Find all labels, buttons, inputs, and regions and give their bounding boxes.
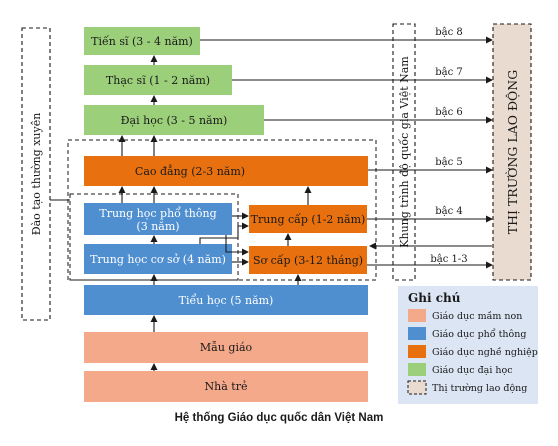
tien-si-label: Tiến sĩ (3 - 4 năm)	[91, 35, 193, 48]
tien-si-box	[84, 27, 200, 55]
thcs-to-trung-cap-arrow	[199, 222, 249, 244]
legend-swatch-preschool	[408, 309, 426, 322]
thpt-label-line1: Trung học phổ thông	[99, 207, 216, 220]
legend-item-labor: Thị trường lao động	[432, 383, 527, 394]
tieu-hoc-box	[84, 285, 368, 315]
thac-si-label: Thạc sĩ (1 - 2 năm)	[106, 74, 210, 87]
level-bac5: bậc 5	[435, 157, 463, 168]
so-cap-label: Sơ cấp (3-12 tháng)	[253, 254, 363, 267]
legend: Ghi chú Giáo dục mầm non Giáo dục phổ th…	[398, 286, 538, 404]
thac-si-box	[84, 65, 232, 95]
level-bac6: bậc 6	[435, 107, 463, 118]
thpt-box	[84, 203, 232, 235]
legend-item-vocational: Giáo dục nghề nghiệp	[432, 347, 538, 358]
cao-dang-box	[84, 156, 368, 186]
thcs-label: Trung học cơ sở (4 năm)	[90, 253, 226, 266]
nha-tre-box	[84, 371, 368, 402]
legend-item-university: Giáo dục đại học	[432, 365, 513, 376]
thpt-label-line2: (3 năm)	[136, 220, 179, 233]
thcs-box	[84, 244, 232, 274]
legend-item-preschool: Giáo dục mầm non	[432, 311, 522, 322]
dai-hoc-box	[84, 105, 264, 135]
labor-market-box	[492, 23, 532, 281]
national-framework-frame	[392, 23, 416, 281]
legend-swatch-university	[408, 363, 426, 376]
national-framework-label: Khung trình độ quốc gia Việt Nam	[398, 56, 411, 248]
cao-dang-label: Cao đẳng (2-3 năm)	[135, 164, 245, 178]
level-bac7: bậc 7	[435, 67, 463, 78]
thpt-to-so-cap-arrow	[225, 235, 249, 256]
legend-swatch-general	[408, 327, 426, 340]
trung-cap-label: Trung cấp (1-2 năm)	[251, 213, 366, 226]
labor-market-label: THỊ TRƯỜNG LAO ĐỘNG	[504, 70, 520, 234]
so-cap-box	[249, 246, 367, 274]
level-bac4: bậc 4	[435, 206, 463, 217]
diagram-caption: Hệ thống Giáo dục quốc dân Việt Nam	[175, 412, 384, 424]
legend-title: Ghi chú	[408, 291, 461, 305]
mau-giao-label: Mẫu giáo	[200, 341, 253, 354]
tieu-hoc-label: Tiểu học (5 năm)	[179, 293, 274, 307]
nha-tre-label: Nhà trẻ	[205, 380, 248, 393]
mau-giao-box	[84, 332, 368, 363]
level-bac13: bậc 1-3	[430, 254, 467, 265]
legend-swatch-vocational	[408, 345, 426, 358]
continuing-education-frame	[21, 27, 51, 321]
legend-swatch-labor	[407, 380, 427, 395]
level-bac8: bậc 8	[435, 27, 463, 38]
continuing-education-label: Đào tạo thường xuyên	[30, 113, 43, 236]
trung-cap-box	[249, 205, 367, 233]
dai-hoc-label: Đại học (3 - 5 năm)	[121, 114, 228, 127]
legend-item-general: Giáo dục phổ thông	[432, 328, 526, 340]
